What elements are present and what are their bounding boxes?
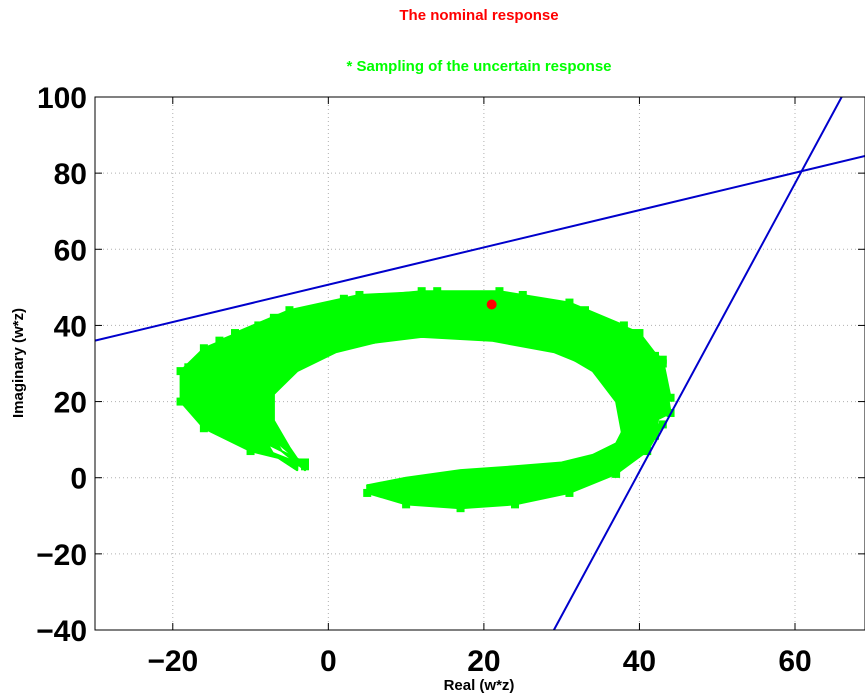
- uncertain-sample-marker: [612, 469, 621, 478]
- uncertain-sample-marker: [215, 336, 224, 345]
- uncertain-sample-marker: [277, 313, 286, 322]
- bound-lines: [94, 96, 865, 631]
- y-axis-title: Imaginary (w*z): [10, 308, 27, 418]
- uncertain-band-arc: [366, 423, 664, 510]
- uncertain-sample-marker: [192, 386, 201, 395]
- uncertain-band: [176, 287, 675, 513]
- y-tick-label: 40: [54, 310, 87, 343]
- uncertain-sample-marker: [238, 405, 247, 414]
- uncertain-sample-marker: [565, 298, 574, 307]
- y-tick-label: 80: [54, 158, 87, 191]
- uncertain-sample-marker: [643, 447, 652, 456]
- uncertain-sample-marker: [658, 359, 667, 368]
- y-tick-label: 100: [37, 82, 87, 115]
- uncertain-sample-marker: [666, 393, 675, 402]
- uncertain-sample-marker: [199, 344, 208, 353]
- bound-line: [553, 96, 843, 631]
- uncertain-sample-marker: [511, 500, 519, 509]
- uncertain-sample-marker: [269, 435, 278, 444]
- uncertain-sample-marker: [402, 500, 411, 509]
- uncertain-sample-marker: [355, 290, 364, 299]
- uncertain-sample-marker: [254, 443, 263, 452]
- y-tick-label: −40: [36, 615, 87, 648]
- plot-frame: [94, 96, 865, 631]
- uncertain-sample-marker: [658, 420, 667, 429]
- uncertain-sample-marker: [246, 447, 255, 456]
- uncertain-sample-marker: [176, 397, 185, 406]
- x-axis-title: Real (w*z): [444, 677, 515, 694]
- title-uncertain-sampling: * Sampling of the uncertain response: [346, 58, 611, 75]
- uncertain-sample-marker: [238, 336, 247, 345]
- x-tick-label: 20: [467, 645, 500, 678]
- uncertain-sample-marker: [231, 329, 239, 338]
- nominal-point: [486, 299, 497, 310]
- uncertain-sample-marker: [301, 462, 309, 471]
- uncertain-sample-marker: [658, 389, 667, 398]
- x-tick-label: 0: [320, 645, 337, 678]
- x-tick-label: 60: [778, 645, 811, 678]
- uncertain-sample-marker: [565, 488, 574, 497]
- uncertain-sample-marker: [184, 393, 193, 402]
- title-nominal-response: The nominal response: [399, 7, 558, 24]
- uncertain-sample-marker: [223, 370, 232, 379]
- uncertain-sample-marker: [199, 424, 208, 433]
- uncertain-sample-marker: [651, 401, 659, 410]
- uncertain-sample-marker: [262, 439, 271, 448]
- uncertain-sample-marker: [176, 367, 185, 376]
- uncertain-sample-marker: [651, 351, 659, 360]
- uncertain-sample-marker: [207, 420, 216, 429]
- uncertain-sample-marker: [223, 412, 232, 421]
- y-tick-label: 0: [70, 463, 87, 496]
- uncertain-sample-marker: [619, 321, 628, 330]
- uncertain-sample-marker: [285, 306, 294, 315]
- y-tick-label: 60: [54, 234, 87, 267]
- uncertain-sample-marker: [417, 287, 426, 296]
- nominal-points: [486, 299, 497, 310]
- uncertain-sample-marker: [495, 287, 504, 296]
- uncertain-sample-marker: [635, 329, 644, 338]
- uncertain-sample-marker: [363, 488, 372, 497]
- uncertain-sample-marker: [199, 355, 208, 364]
- bound-line: [94, 155, 865, 342]
- uncertain-sample-marker: [184, 363, 193, 372]
- x-ticks: −20 0 20 40 60: [147, 97, 812, 678]
- uncertain-sample-marker: [339, 294, 348, 303]
- x-tick-label: 40: [623, 645, 656, 678]
- y-tick-label: −20: [36, 539, 87, 572]
- x-tick-label: −20: [147, 645, 198, 678]
- y-tick-label: 20: [54, 387, 87, 420]
- y-ticks: −40 −20 0 20 40 60 80 100: [36, 82, 865, 648]
- uncertain-sample-marker: [456, 504, 465, 513]
